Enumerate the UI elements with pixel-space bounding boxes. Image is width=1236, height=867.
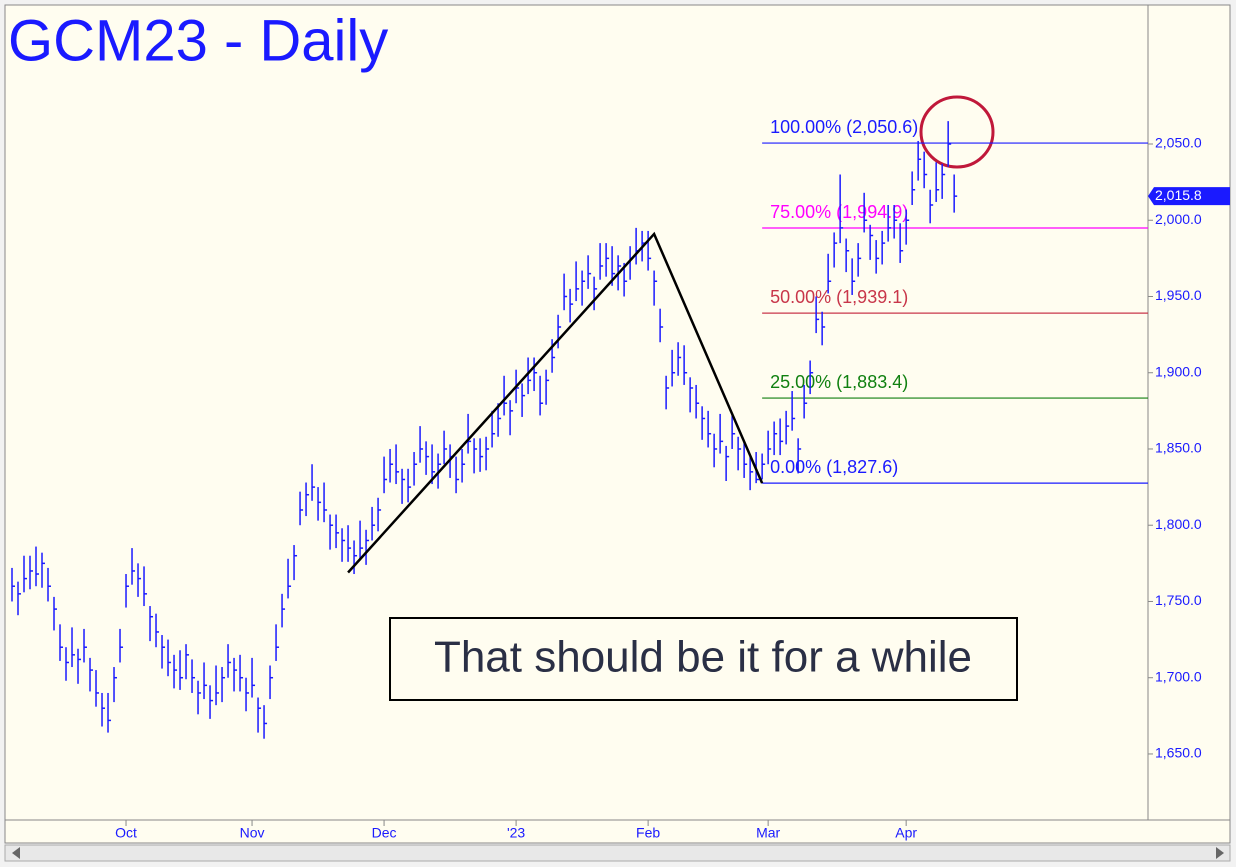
y-tick-label: 1,650.0 (1155, 745, 1202, 761)
scroll-left[interactable] (12, 847, 20, 859)
fib-label: 75.00% (1,994.9) (770, 202, 908, 222)
price-tag (1148, 187, 1230, 206)
highlight-circle (919, 95, 995, 169)
x-tick-label: Apr (895, 825, 917, 841)
fib-label: 25.00% (1,883.4) (770, 372, 908, 392)
x-tick-label: Nov (240, 825, 265, 841)
y-tick-label: 2,000.0 (1155, 211, 1202, 227)
fib-label: 50.00% (1,939.1) (770, 287, 908, 307)
fib-label: 0.00% (1,827.6) (770, 457, 898, 477)
plot-background (4, 4, 1231, 844)
y-tick-label: 1,750.0 (1155, 592, 1202, 608)
x-tick-label: Oct (115, 825, 137, 841)
scrollbar[interactable] (4, 844, 1231, 862)
x-tick-label: Dec (372, 825, 397, 841)
y-tick-label: 1,850.0 (1155, 440, 1202, 456)
annotation-box (389, 617, 1018, 701)
annotation: That should be it for a while (434, 633, 972, 682)
x-tick-label: '23 (507, 825, 525, 841)
x-tick-label: Feb (636, 825, 660, 841)
y-tick-label: 1,950.0 (1155, 287, 1202, 303)
swing-line (347, 231, 764, 574)
y-tick-label: 2,050.0 (1155, 135, 1202, 151)
scroll-right[interactable] (1216, 847, 1224, 859)
fib-label: 100.00% (2,050.6) (770, 117, 918, 137)
y-tick-label: 1,900.0 (1155, 363, 1202, 379)
x-tick-label: Mar (756, 825, 780, 841)
y-tick-label: 1,800.0 (1155, 516, 1202, 532)
y-tick-label: 1,700.0 (1155, 668, 1202, 684)
chart-title: GCM23 - Daily (8, 8, 388, 73)
price-tag-label: 2,015.8 (1155, 187, 1202, 203)
